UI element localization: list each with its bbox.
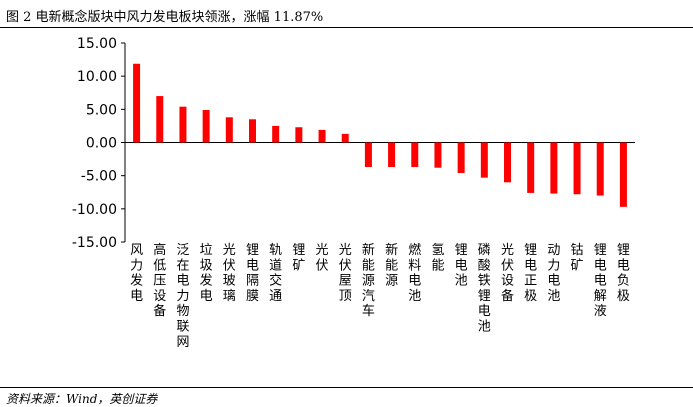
y-tick-label: 10.00 (77, 69, 117, 85)
bottom-rule (0, 387, 693, 388)
category-label: 锂电隔膜 (246, 243, 259, 304)
category-label: 新能源汽车 (362, 242, 375, 319)
category-label: 新能源 (385, 242, 398, 289)
figure-source: 资料来源：Wind，英创证券 (6, 392, 158, 406)
category-label: 氢能 (431, 243, 444, 273)
category-label: 钴矿 (571, 243, 584, 273)
category-label: 光伏 (316, 243, 329, 273)
bar (388, 142, 396, 168)
bar (179, 106, 187, 143)
bar (550, 142, 558, 194)
bar (457, 142, 465, 174)
category-label: 锂电正极 (524, 243, 537, 304)
y-tick-label: 15.00 (77, 36, 117, 52)
chart-category-labels: 风力发电高低压设备泛在电力物联网垃圾发电光伏玻璃锂电隔膜轨道交通锂矿光伏光伏屋顶… (130, 242, 630, 350)
bar (596, 142, 604, 196)
y-tick-label: 5.00 (86, 102, 117, 118)
bar (480, 142, 488, 178)
category-label: 风力发电 (130, 243, 143, 304)
category-label: 锂电电解液 (594, 243, 607, 319)
top-rule (0, 27, 693, 28)
category-label: 锂矿 (292, 243, 305, 273)
y-tick-label: -15.00 (72, 235, 117, 251)
bar (411, 142, 419, 168)
category-label: 高低压设备 (153, 242, 166, 319)
bar (133, 63, 141, 143)
bar (619, 142, 627, 207)
category-label: 轨道交通 (269, 243, 282, 304)
category-label: 光伏玻璃 (223, 243, 236, 304)
category-label: 磷酸铁锂电池 (478, 243, 491, 335)
bar (156, 96, 164, 143)
category-label: 动力电池 (547, 243, 560, 304)
category-label: 泛在电力物联网 (176, 243, 189, 350)
category-label: 光伏设备 (501, 243, 514, 304)
category-label: 垃圾发电 (200, 243, 213, 304)
bar (318, 129, 326, 143)
chart-axes: 15.00 10.00 5.00 0.00 -5.00 -10.00 -15.00 (72, 36, 635, 251)
bar (504, 142, 511, 183)
chart-bars (133, 63, 627, 207)
y-tick-label: 0.00 (86, 136, 117, 152)
bar (295, 127, 303, 143)
category-label: 锂电池 (455, 243, 468, 289)
category-label: 燃料电池 (408, 242, 421, 304)
category-label: 锂电负极 (617, 243, 630, 304)
bar (249, 119, 256, 143)
bar (225, 117, 233, 143)
bar (434, 142, 442, 168)
bar (341, 133, 349, 143)
bar (573, 142, 581, 195)
bar (364, 142, 372, 168)
category-label: 光伏屋顶 (339, 243, 352, 304)
bar-chart: 15.00 10.00 5.00 0.00 -5.00 -10.00 -15.00 风力发电… (72, 36, 635, 350)
bar (527, 142, 535, 193)
bar (202, 110, 210, 143)
bar (272, 125, 280, 143)
y-tick-label: -5.00 (81, 169, 117, 185)
figure-title: 图 2 电新概念版块中风力发电板块领涨，涨幅 11.87% (6, 10, 324, 25)
y-tick-label: -10.00 (72, 202, 117, 218)
